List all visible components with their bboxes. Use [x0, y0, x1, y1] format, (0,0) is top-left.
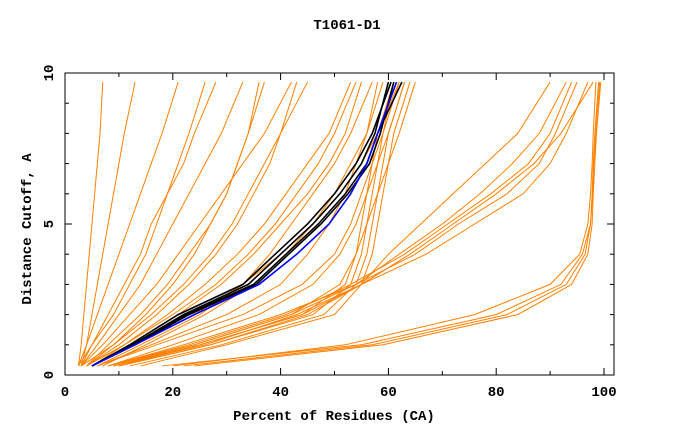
- orange-model-line: [86, 81, 265, 367]
- orange-model-line: [91, 81, 352, 367]
- orange-model-line: [91, 81, 400, 367]
- orange-model-line: [194, 82, 602, 367]
- orange-model-line: [107, 81, 567, 367]
- chart-title: T1061-D1: [313, 18, 380, 34]
- x-tick-label: 0: [61, 385, 69, 401]
- black-model-line: [91, 81, 403, 367]
- orange-model-line: [80, 81, 136, 367]
- x-tick-labels: 0 20 40 60 80 100: [61, 385, 617, 401]
- orange-model-line: [107, 81, 573, 367]
- orange-model-line: [140, 81, 411, 367]
- orange-model-line: [118, 81, 400, 367]
- y-tick-labels: 0 5 10: [42, 65, 58, 380]
- y-tick-label: 5: [42, 220, 58, 228]
- orange-model-line: [107, 81, 406, 367]
- axis-ticks: [64, 72, 614, 376]
- x-tick-label: 100: [591, 385, 616, 401]
- x-axis-label: Percent of Residues (CA): [233, 409, 435, 425]
- y-axis-label: Distance Cutoff, A: [20, 153, 36, 305]
- x-tick-label: 40: [272, 385, 289, 401]
- orange-model-line: [80, 81, 308, 367]
- orange-model-line: [129, 81, 406, 367]
- x-tick-label: 20: [164, 385, 181, 401]
- orange-model-line: [183, 82, 601, 367]
- orange-model-line: [86, 81, 298, 367]
- x-tick-label: 60: [380, 385, 397, 401]
- orange-model-line: [118, 81, 589, 367]
- orange-model-line: [97, 81, 395, 367]
- plot-frame: [64, 72, 615, 376]
- orange-model-line: [77, 82, 104, 367]
- orange-model-line: [161, 82, 600, 367]
- orange-model-line: [78, 81, 206, 367]
- orange-model-line: [78, 81, 179, 367]
- orange-model-line: [80, 81, 244, 367]
- orange-model-line: [86, 81, 357, 367]
- black-model-line: [91, 81, 392, 367]
- y-tick-label: 10: [42, 65, 58, 82]
- orange-model-line: [80, 81, 292, 367]
- orange-model-line: [97, 81, 379, 367]
- black-model-line: [91, 81, 395, 367]
- blue-model-line: [91, 81, 398, 367]
- x-tick-label: 80: [488, 385, 505, 401]
- orange-model-line: [172, 82, 597, 367]
- orange-model-line: [113, 81, 551, 367]
- orange-model-line: [118, 81, 594, 367]
- orange-model-line: [102, 81, 384, 367]
- y-tick-label: 0: [42, 371, 58, 379]
- orange-model-line: [80, 81, 217, 367]
- orange-model-line: [97, 81, 373, 367]
- plot-lines: [77, 81, 602, 367]
